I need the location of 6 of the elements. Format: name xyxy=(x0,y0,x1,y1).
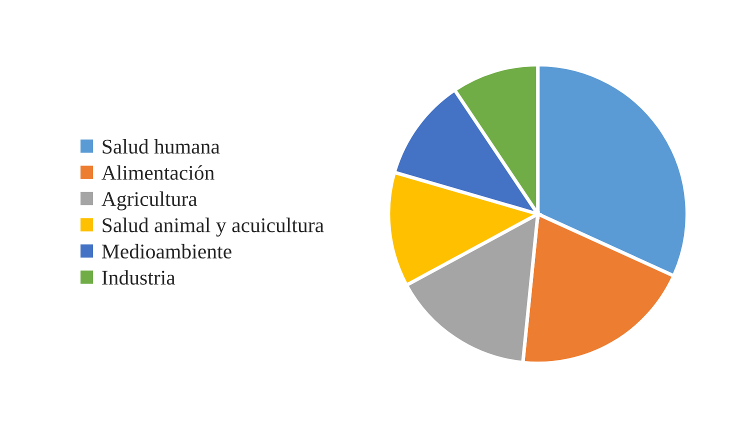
legend-label: Salud humana xyxy=(102,139,220,154)
legend-label: Salud animal y acuicultura xyxy=(102,218,324,237)
legend-label: Industria xyxy=(102,270,176,285)
legend-label: Alimentación xyxy=(102,165,214,180)
legend-label: Medioambiente xyxy=(102,244,232,259)
legend-label: Agricultura xyxy=(102,191,198,210)
